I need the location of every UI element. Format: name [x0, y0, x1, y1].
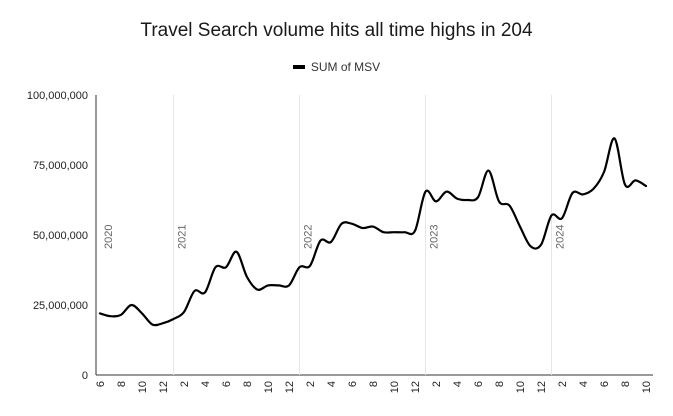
legend: SUM of MSV: [0, 60, 673, 74]
y-tick-label: 0: [82, 370, 88, 382]
y-tick-label: 50,000,000: [33, 230, 88, 242]
x-tick-label: 2: [305, 381, 317, 387]
x-tick-label: 12: [536, 381, 548, 393]
x-tick-label: 10: [137, 381, 149, 393]
year-label: 2020: [103, 225, 115, 249]
legend-label: SUM of MSV: [310, 60, 381, 74]
x-tick-label: 4: [326, 381, 338, 387]
x-tick-label: 4: [452, 381, 464, 387]
x-tick-label: 10: [263, 381, 275, 393]
x-tick-label: 6: [599, 381, 611, 387]
x-tick-label: 2: [179, 381, 191, 387]
x-tick-label: 12: [284, 381, 296, 393]
x-tick-label: 8: [368, 381, 380, 387]
x-tick-label: 8: [242, 381, 254, 387]
x-tick-label: 10: [641, 381, 653, 393]
y-tick-label: 75,000,000: [33, 160, 88, 172]
chart-title: Travel Search volume hits all time highs…: [140, 20, 533, 41]
year-label: 2024: [555, 225, 567, 249]
y-tick-label: 100,000,000: [27, 90, 88, 102]
x-tick-label: 6: [221, 381, 233, 387]
x-tick-label: 6: [347, 381, 359, 387]
year-label: 2022: [303, 225, 315, 249]
year-label: 2021: [177, 225, 189, 249]
x-tick-label: 8: [620, 381, 632, 387]
series-line: [98, 137, 648, 327]
x-tick-label: 4: [578, 381, 590, 387]
x-tick-label: 6: [95, 381, 107, 387]
x-tick-label: 4: [200, 381, 212, 387]
x-tick-label: 10: [389, 381, 401, 393]
x-tick-label: 12: [410, 381, 422, 393]
x-tick-label: 10: [515, 381, 527, 393]
y-tick-label: 25,000,000: [33, 300, 88, 312]
x-tick-label: 8: [116, 381, 128, 387]
x-tick-label: 6: [473, 381, 485, 387]
year-label: 2023: [429, 225, 441, 249]
legend-swatch: [292, 65, 305, 69]
x-tick-label: 2: [431, 381, 443, 387]
x-tick-label: 12: [158, 381, 170, 393]
x-tick-label: 8: [494, 381, 506, 387]
x-tick-label: 2: [557, 381, 569, 387]
